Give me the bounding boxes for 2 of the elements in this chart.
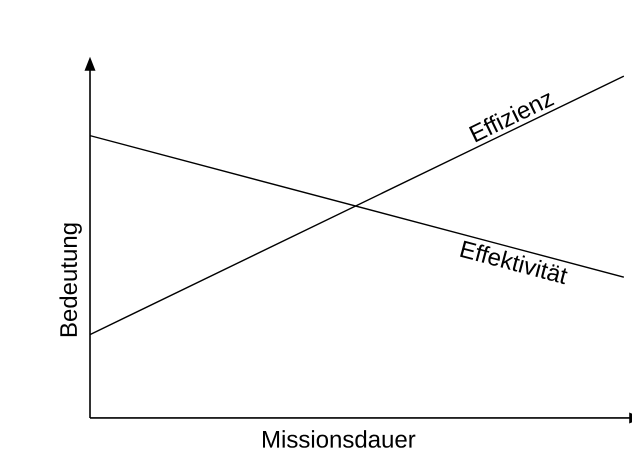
y-axis-title: Bedeutung (59, 224, 82, 336)
x-axis-title: Missionsdauer (263, 430, 416, 448)
